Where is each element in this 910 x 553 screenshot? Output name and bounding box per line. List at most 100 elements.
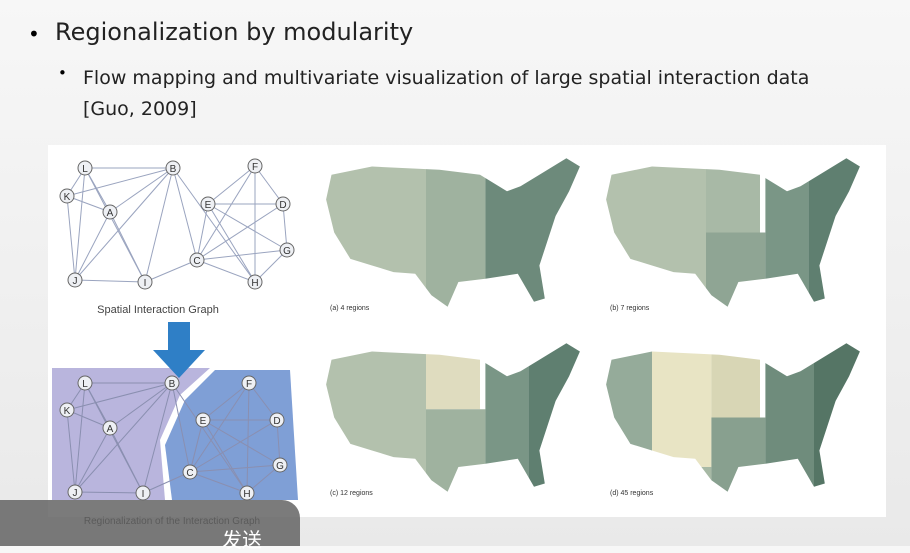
node-label: E: [200, 416, 207, 427]
node-label: I: [142, 489, 145, 500]
node-label: G: [283, 246, 291, 257]
graph-edge: [66, 167, 174, 197]
graph-edge: [189, 382, 250, 473]
node-label: C: [193, 256, 200, 267]
bullet: •: [28, 22, 40, 46]
graph-node: [200, 196, 216, 212]
node-label: H: [243, 489, 250, 500]
map-region: [652, 343, 712, 467]
graph-edge: [171, 382, 248, 494]
graph-edge: [74, 427, 111, 493]
graph-edge: [207, 165, 256, 205]
bullet-text: Regionalization by modularity: [55, 18, 414, 46]
map-caption: (b) 7 regions: [610, 305, 650, 312]
graph-node: [67, 484, 83, 500]
node-label: E: [205, 200, 212, 211]
region-a: [52, 368, 210, 500]
node-label: B: [170, 164, 177, 175]
bullet: •: [58, 64, 67, 82]
graph-node: [77, 160, 93, 176]
graph-edge: [66, 409, 111, 429]
graph-edge: [202, 382, 250, 421]
node-label: I: [144, 278, 147, 289]
arrow: [153, 322, 205, 378]
graph-node: [195, 412, 211, 428]
graph-edge: [74, 491, 144, 494]
graph-node: [59, 402, 75, 418]
graph-edge: [74, 382, 86, 493]
node-label: J: [73, 488, 78, 499]
graph-node: [164, 375, 180, 391]
graph-edge: [66, 382, 173, 411]
send-label: 发送: [222, 528, 262, 552]
node-label: K: [64, 192, 71, 203]
graph-edge: [276, 419, 281, 466]
graph-node: [241, 375, 257, 391]
node-label: D: [273, 416, 280, 427]
sub-bullet-text: Flow mapping and multivariate visualizat…: [83, 67, 810, 120]
graph-edge: [144, 259, 198, 283]
node-label: G: [276, 461, 284, 472]
map-caption: (a) 4 regions: [330, 305, 370, 312]
graph-edge: [172, 167, 198, 261]
send-button[interactable]: 发送: [0, 500, 300, 552]
graph-edge: [144, 167, 174, 283]
node-label: L: [82, 379, 88, 390]
graph-edge: [196, 203, 284, 261]
graph-node: [279, 242, 295, 258]
node-label: D: [279, 200, 286, 211]
node-label: J: [73, 276, 78, 287]
node-label: C: [186, 468, 193, 479]
node-label: A: [107, 208, 114, 219]
graph-node: [67, 272, 83, 288]
graph-node: [247, 274, 263, 290]
node-label: A: [107, 424, 114, 435]
graph-edge: [202, 419, 248, 494]
graph-edge: [171, 382, 191, 473]
node-label: L: [82, 164, 88, 175]
node-label: F: [246, 379, 252, 390]
graph-edge: [189, 419, 204, 473]
graph-edge: [246, 382, 250, 494]
graph-edge: [196, 249, 288, 261]
graph-edge: [254, 249, 288, 283]
graph-node: [102, 204, 118, 220]
graph-edge: [248, 382, 278, 421]
graph-edge: [109, 382, 173, 429]
graph-edge: [189, 464, 281, 473]
graph-node: [182, 464, 198, 480]
graph-node: [165, 160, 181, 176]
graph-caption: Spatial Interaction Graph: [97, 304, 219, 316]
graph-edge: [109, 211, 146, 283]
graph-edge: [196, 259, 256, 283]
graph-edge: [66, 409, 76, 493]
graph-edge: [109, 427, 144, 494]
graph-node: [275, 196, 291, 212]
node-label: K: [64, 406, 71, 417]
graph-node: [77, 375, 93, 391]
map-caption: (d) 45 regions: [610, 490, 654, 497]
graph-node: [137, 274, 153, 290]
map-caption: (c) 12 regions: [330, 490, 373, 497]
graph-node: [269, 412, 285, 428]
node-label: F: [252, 162, 258, 173]
graph-edge: [74, 382, 173, 493]
graph-edge: [74, 279, 146, 283]
node-label: H: [251, 278, 258, 289]
graph-edge: [207, 203, 256, 283]
graph-edge: [66, 195, 111, 213]
graph-edge: [142, 382, 173, 494]
graph-edge: [282, 203, 288, 251]
graph-edge: [142, 471, 191, 494]
node-label: B: [169, 379, 176, 390]
graph-edge: [202, 419, 281, 466]
graph-node: [59, 188, 75, 204]
graph-edge: [74, 167, 174, 281]
graph-edge: [189, 419, 278, 473]
graph-node: [247, 158, 263, 174]
graph-edge: [196, 165, 256, 261]
graph-node: [102, 420, 118, 436]
graph-edge: [74, 167, 86, 281]
